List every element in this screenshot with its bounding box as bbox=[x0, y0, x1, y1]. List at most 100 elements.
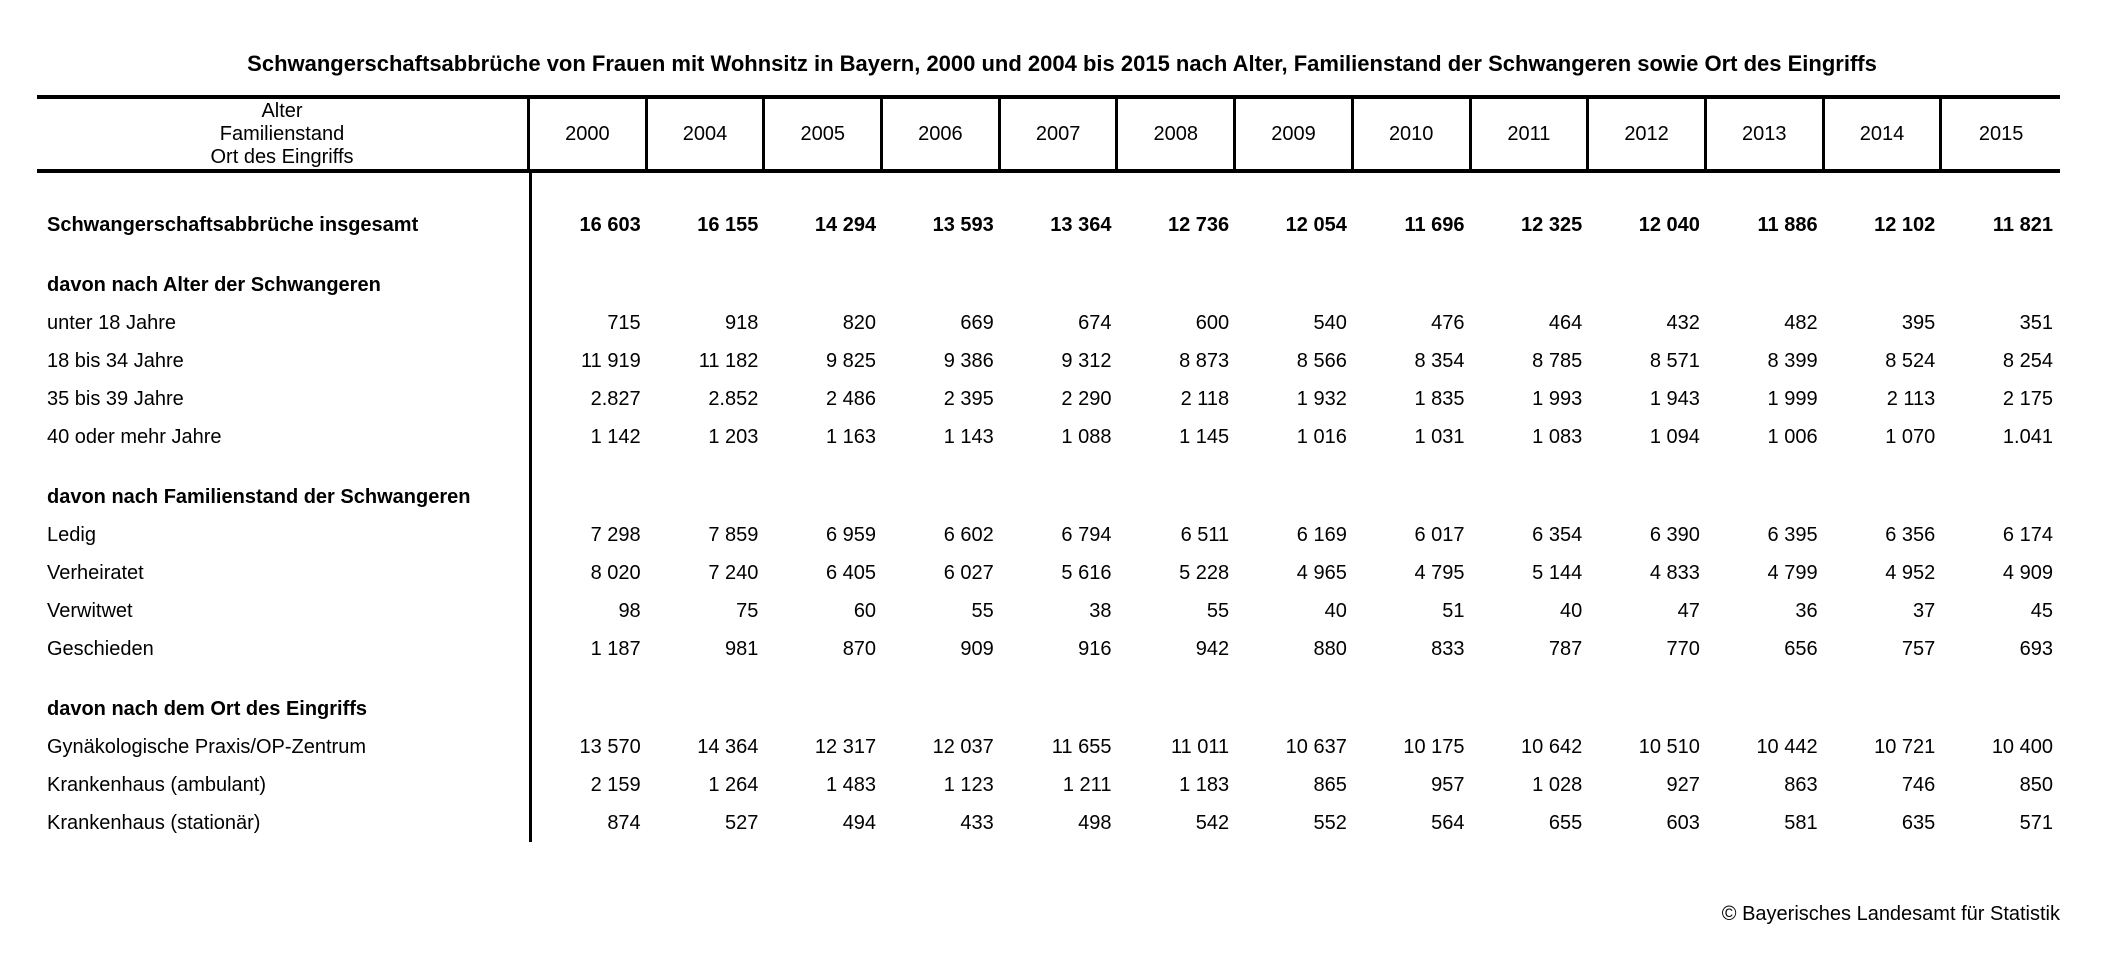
cell-value: 6 169 bbox=[1296, 523, 1347, 546]
cell-value: 909 bbox=[960, 637, 994, 660]
row-label: davon nach Familienstand der Schwangeren bbox=[47, 485, 471, 508]
cell-value: 1 932 bbox=[1296, 387, 1347, 410]
cell-value: 4 952 bbox=[1885, 561, 1936, 584]
cell-value: 6 959 bbox=[826, 523, 877, 546]
cell-value: 1 943 bbox=[1649, 387, 1700, 410]
table-row: davon nach Familienstand der Schwangeren bbox=[37, 478, 2060, 516]
row-label: davon nach dem Ort des Eingriffs bbox=[47, 697, 368, 720]
cell-value: 6 602 bbox=[943, 523, 994, 546]
cell-value: 13 570 bbox=[579, 735, 641, 758]
cell-value: 12 317 bbox=[814, 735, 877, 758]
cell-value: 11 182 bbox=[698, 349, 759, 372]
cell-value: 11 655 bbox=[1051, 735, 1112, 758]
cell-value: 38 bbox=[1089, 599, 1112, 622]
table-row: Gynäkologische Praxis/OP-Zentrum 13 570 14… bbox=[37, 728, 2060, 766]
header-year: 2012 bbox=[1589, 99, 1707, 169]
cell-value: 40 bbox=[1559, 599, 1583, 622]
header-year: 2010 bbox=[1354, 99, 1472, 169]
cell-value: 1 183 bbox=[1179, 773, 1230, 796]
cell-value: 863 bbox=[1784, 773, 1818, 796]
cell-value: 12 037 bbox=[932, 735, 994, 758]
row-label: unter 18 Jahre bbox=[47, 311, 176, 334]
cell-value: 1 211 bbox=[1062, 773, 1112, 796]
page-title: Schwangerschaftsabbrüche von Frauen mit … bbox=[247, 51, 1877, 76]
cell-value: 14 294 bbox=[814, 213, 877, 236]
cell-value: 6 174 bbox=[2002, 523, 2053, 546]
cell-value: 4 909 bbox=[2002, 561, 2053, 584]
cell-value: 2 290 bbox=[1061, 387, 1112, 410]
cell-value: 5 144 bbox=[1532, 561, 1583, 584]
cell-value: 8 399 bbox=[1767, 349, 1818, 372]
cell-value: 13 364 bbox=[1050, 213, 1112, 236]
cell-value: 981 bbox=[725, 637, 759, 660]
cell-value: 11 821 bbox=[1992, 213, 2053, 236]
cell-value: 6 390 bbox=[1649, 523, 1700, 546]
cell-value: 916 bbox=[1078, 637, 1112, 660]
table-row: Ledig 7 298 7 859 6 959 6 602 6 794 6 511 6 169… bbox=[37, 516, 2060, 554]
cell-value: 542 bbox=[1195, 811, 1230, 834]
cell-value: 5 228 bbox=[1179, 561, 1230, 584]
row-label: Gynäkologische Praxis/OP-Zentrum bbox=[47, 735, 367, 758]
cell-value: 1 094 bbox=[1649, 425, 1700, 448]
header-label-line-1: Alter bbox=[261, 99, 303, 122]
cell-value: 1.041 bbox=[2002, 425, 2053, 448]
cell-value: 464 bbox=[1548, 311, 1583, 334]
cell-value: 6 395 bbox=[1767, 523, 1818, 546]
header-year: 2014 bbox=[1825, 99, 1943, 169]
cell-value: 6 405 bbox=[826, 561, 877, 584]
cell-value: 13 593 bbox=[932, 213, 994, 236]
cell-value: 12 325 bbox=[1521, 213, 1583, 236]
cell-value: 655 bbox=[1548, 811, 1583, 834]
cell-value: 1 264 bbox=[708, 773, 759, 796]
cell-value: 10 721 bbox=[1874, 735, 1936, 758]
cell-value: 7 298 bbox=[590, 523, 641, 546]
cell-value: 12 054 bbox=[1285, 213, 1347, 236]
cell-value: 16 155 bbox=[697, 213, 759, 236]
header-year: 2006 bbox=[883, 99, 1001, 169]
cell-value: 11 696 bbox=[1404, 213, 1465, 236]
cell-value: 1 203 bbox=[708, 425, 759, 448]
header-year: 2007 bbox=[1001, 99, 1119, 169]
cell-value: 494 bbox=[842, 811, 877, 834]
cell-value: 870 bbox=[842, 637, 877, 660]
cell-value: 60 bbox=[853, 599, 877, 622]
cell-value: 395 bbox=[1901, 311, 1936, 334]
header-label-cell: Alter Familienstand Ort des Eingriffs bbox=[37, 99, 530, 169]
table-row: 35 bis 39 Jahre 2.827 2.852 2 486 2 395 2 290… bbox=[37, 380, 2060, 418]
cell-value: 957 bbox=[1431, 773, 1465, 796]
cell-value: 715 bbox=[607, 311, 641, 334]
row-label: Krankenhaus (ambulant) bbox=[47, 773, 267, 796]
cell-value: 4 965 bbox=[1296, 561, 1347, 584]
cell-value: 10 510 bbox=[1638, 735, 1700, 758]
cell-value: 482 bbox=[1784, 311, 1818, 334]
cell-value: 51 bbox=[1442, 599, 1465, 622]
cell-value: 581 bbox=[1784, 811, 1818, 834]
cell-value: 1 163 bbox=[826, 425, 877, 448]
cell-value: 2 159 bbox=[590, 773, 641, 796]
cell-value: 10 175 bbox=[1403, 735, 1465, 758]
cell-value: 11 886 bbox=[1757, 213, 1818, 236]
cell-value: 8 785 bbox=[1532, 349, 1583, 372]
cell-value: 9 386 bbox=[943, 349, 994, 372]
cell-value: 8 524 bbox=[1885, 349, 1936, 372]
table-row: Verwitwet 98 75 60 55 38 55 40 51 40 47 36 37 45 bbox=[37, 592, 2060, 630]
cell-value: 564 bbox=[1431, 811, 1465, 834]
cell-value: 1 187 bbox=[590, 637, 641, 660]
header-year: 2013 bbox=[1707, 99, 1825, 169]
cell-value: 656 bbox=[1784, 637, 1818, 660]
copyright-notice: © Bayerisches Landesamt für Statistik bbox=[1721, 903, 2060, 925]
cell-value: 9 825 bbox=[826, 349, 877, 372]
cell-value: 600 bbox=[1195, 311, 1230, 334]
header-year: 2000 bbox=[530, 99, 648, 169]
cell-value: 36 bbox=[1795, 599, 1818, 622]
cell-value: 10 442 bbox=[1756, 735, 1818, 758]
cell-value: 1 031 bbox=[1414, 425, 1465, 448]
table-row: Geschieden 1 187 981 870 909 916 942 880 833 787 7… bbox=[37, 630, 2060, 668]
cell-value: 55 bbox=[971, 599, 994, 622]
row-label: Ledig bbox=[47, 523, 96, 546]
cell-value: 865 bbox=[1313, 773, 1347, 796]
cell-value: 635 bbox=[1901, 811, 1936, 834]
cell-value: 1 016 bbox=[1296, 425, 1347, 448]
cell-value: 8 873 bbox=[1179, 349, 1230, 372]
